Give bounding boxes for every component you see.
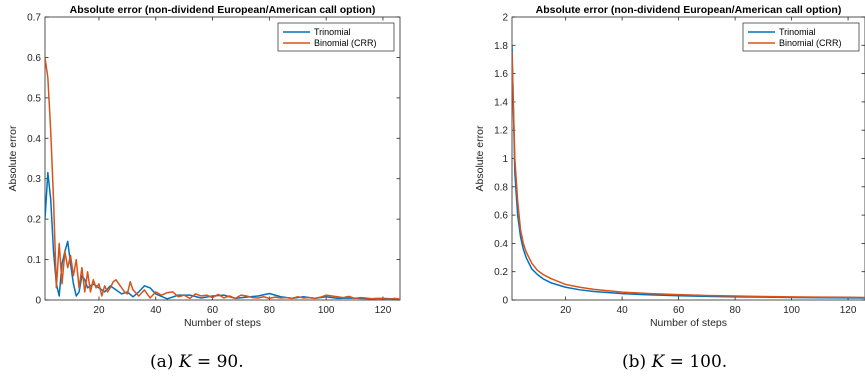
x-tick-label: 120 <box>840 305 857 316</box>
y-tick-label: 0.2 <box>27 215 41 226</box>
legend-box <box>742 22 860 52</box>
y-tick-label: 2 <box>502 13 508 24</box>
caption-value: = 90. <box>192 352 244 372</box>
x-tick-label: 60 <box>207 305 219 316</box>
y-tick-label: 0.6 <box>27 53 41 64</box>
y-tick-label: 0.1 <box>27 255 41 266</box>
legend-label: Trinomial <box>314 27 351 37</box>
x-tick-label: 80 <box>264 305 276 316</box>
chart-left: 20 40 60 80 100 120 0 0.1 0.2 0.3 0.4 0.5 0.6 0.7 Abso… <box>7 4 401 372</box>
caption-prefix: (b) <box>622 352 652 372</box>
legend-box <box>277 22 395 52</box>
plot-area <box>511 16 865 301</box>
x-tick-label: 20 <box>93 305 105 316</box>
caption-value: = 100. <box>664 352 727 372</box>
y-tick-label: 0.2 <box>494 267 508 278</box>
y-tick-label: 1 <box>502 154 508 165</box>
y-tick-label: 0.7 <box>27 13 41 24</box>
series-line-trinomial <box>45 171 400 300</box>
y-tick-label: 1.6 <box>494 69 508 80</box>
y-tick-label: 1.8 <box>494 41 508 52</box>
caption-prefix: (a) <box>150 352 179 372</box>
subfigure-caption: (a) K = 90. <box>150 352 244 372</box>
y-tick-label: 0 <box>502 296 508 307</box>
chart-right: 20 40 60 80 100 120 0 0.2 0.4 0.6 0.8 1 1.2 1.4 1.6 1.8… <box>474 4 865 372</box>
y-tick-label: 0.4 <box>27 134 41 145</box>
y-tick-label: 0.8 <box>494 182 508 193</box>
y-axis-label: Absolute error <box>474 125 486 191</box>
chart-title: Absolute error (non-dividend European/Am… <box>70 4 376 16</box>
x-axis-label: Number of steps <box>650 317 727 329</box>
y-tick-label: 1.4 <box>494 97 508 108</box>
chart-title: Absolute error (non-dividend European/Am… <box>536 4 842 16</box>
legend-label: Binomial (CRR) <box>779 38 842 48</box>
series-line-binomial-crr <box>45 57 400 300</box>
x-tick-label: 80 <box>730 305 742 316</box>
x-tick-label: 40 <box>617 305 629 316</box>
x-tick-label: 60 <box>673 305 685 316</box>
x-tick-label: 20 <box>560 305 572 316</box>
x-axis-label: Number of steps <box>184 317 261 329</box>
x-tick-label: 40 <box>150 305 162 316</box>
x-tick-label: 120 <box>375 305 392 316</box>
legend-label: Binomial (CRR) <box>314 38 377 48</box>
x-tick-label: 100 <box>318 305 335 316</box>
caption-variable: K <box>178 352 193 372</box>
y-tick-label: 0.5 <box>27 93 41 104</box>
y-tick-label: 1.2 <box>494 126 508 137</box>
series-line-binomial-crr <box>512 52 865 299</box>
y-tick-label: 0.3 <box>27 174 41 185</box>
legend-label: Trinomial <box>779 27 816 37</box>
y-tick-label: 0 <box>35 296 41 307</box>
plot-area <box>44 16 401 301</box>
caption-variable: K <box>651 352 666 372</box>
y-tick-label: 0.4 <box>494 239 508 250</box>
x-tick-label: 100 <box>783 305 800 316</box>
y-axis-label: Absolute error <box>7 125 19 191</box>
subfigure-caption: (b) K = 100. <box>622 352 727 372</box>
y-tick-label: 0.6 <box>494 211 508 222</box>
